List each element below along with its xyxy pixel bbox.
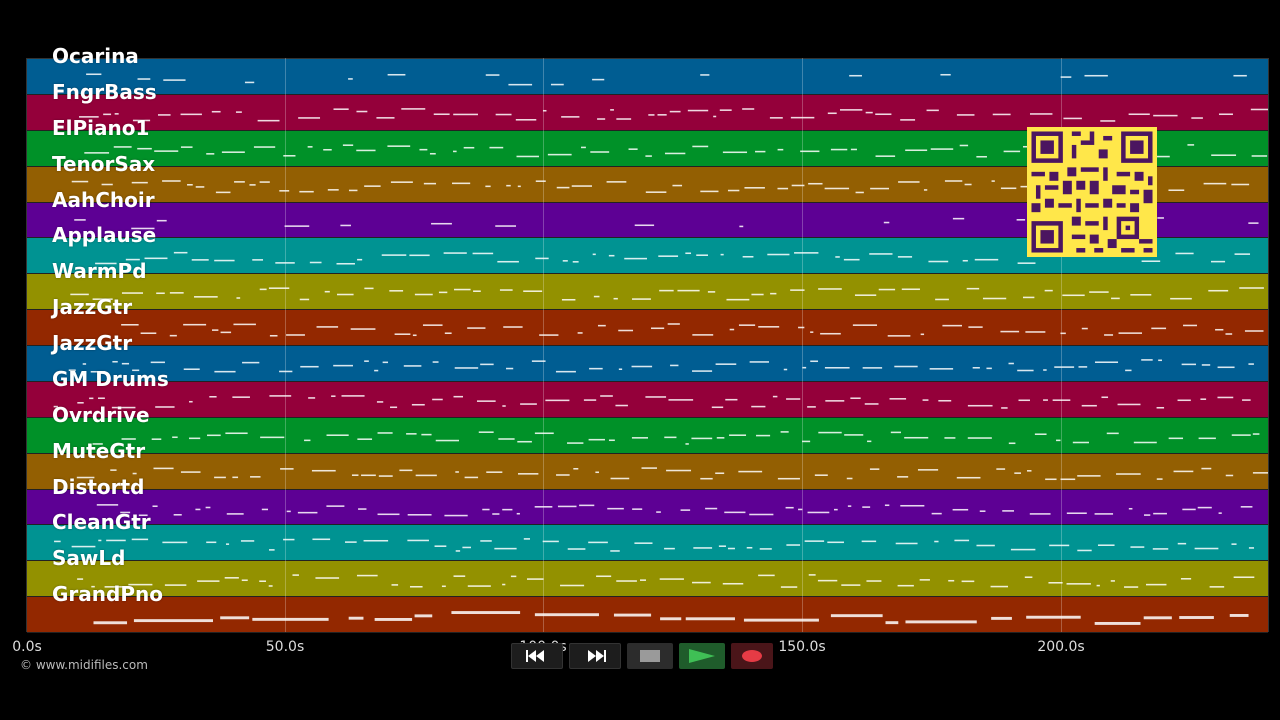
qr-code-icon[interactable] <box>1027 127 1157 257</box>
time-tick-label: 200.0s <box>1037 639 1085 655</box>
track-label: Distortd <box>52 474 145 499</box>
grid-line <box>285 58 286 632</box>
grid-line <box>543 58 544 632</box>
track-label: ElPiano1 <box>52 115 150 140</box>
note-marks <box>77 574 1255 589</box>
grid-line <box>802 58 803 632</box>
track-lane <box>27 346 1268 382</box>
note-marks <box>70 287 1264 301</box>
track-label: Applause <box>52 223 157 248</box>
track-lane <box>27 597 1268 633</box>
track-lane <box>27 59 1268 95</box>
note-marks <box>79 107 1268 122</box>
note-marks <box>86 73 1247 86</box>
transport-controls <box>511 643 773 669</box>
note-marks <box>121 323 1264 337</box>
track-label: WarmPd <box>52 259 147 284</box>
track-label: Ovrdrive <box>52 402 150 427</box>
time-tick-label: 50.0s <box>265 639 305 655</box>
qr-code-graphic <box>1027 127 1157 257</box>
time-tick-label: 0.0s <box>12 639 42 655</box>
fast-forward-button[interactable] <box>569 643 621 669</box>
time-tick-label: 150.0s <box>778 639 826 655</box>
track-label: CleanGtr <box>52 510 151 535</box>
note-marks <box>53 394 1251 409</box>
stop-icon <box>640 650 660 662</box>
track-lane <box>27 525 1268 562</box>
note-marks <box>96 503 1253 516</box>
rewind-button[interactable] <box>511 643 563 669</box>
track-label: TenorSax <box>52 151 156 176</box>
track-lane <box>27 381 1268 418</box>
track-label: GrandPno <box>52 582 163 607</box>
stop-button[interactable] <box>627 643 673 669</box>
track-lane <box>27 453 1268 490</box>
track-lane <box>27 274 1268 311</box>
track-label: AahChoir <box>52 187 155 212</box>
track-lanes <box>26 58 1269 633</box>
track-label: FngrBass <box>52 79 157 104</box>
track-label: JazzGtr <box>52 295 133 320</box>
track-lane <box>27 310 1268 346</box>
note-marks <box>76 466 1268 480</box>
copyright-text: © www.midifiles.com <box>20 658 148 672</box>
grid-line <box>1061 58 1062 632</box>
rewind-icon <box>526 650 544 662</box>
play-button[interactable] <box>679 643 725 669</box>
note-marks <box>93 611 1249 626</box>
note-marks <box>92 430 1260 445</box>
note-marks <box>54 538 1255 553</box>
track-label: Ocarina <box>52 44 139 68</box>
track-lane <box>27 417 1268 454</box>
fast-forward-icon <box>588 650 606 662</box>
track-lane <box>27 561 1268 598</box>
track-label: GM Drums <box>52 366 169 391</box>
track-label: MuteGtr <box>52 438 146 463</box>
play-icon <box>689 649 715 663</box>
track-label: JazzGtr <box>52 331 133 355</box>
note-marks <box>68 359 1254 373</box>
record-icon <box>742 650 762 662</box>
track-lane <box>27 94 1268 131</box>
record-button[interactable] <box>731 643 773 669</box>
track-lane <box>27 489 1268 526</box>
track-label: SawLd <box>52 546 126 571</box>
